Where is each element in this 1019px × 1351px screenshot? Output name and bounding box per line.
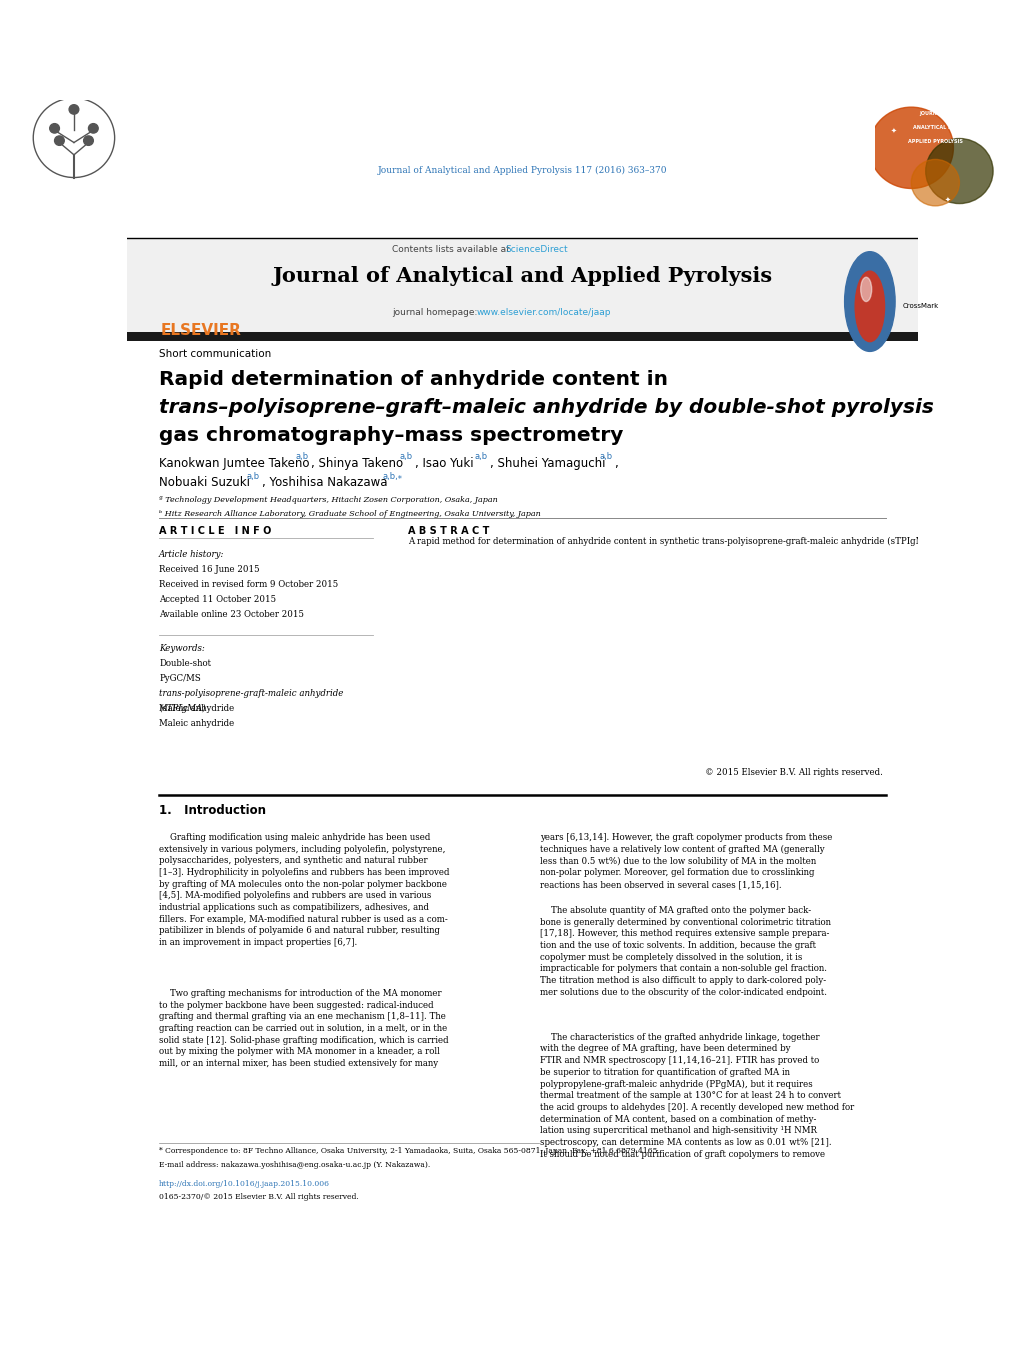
Text: A rapid method for determination of anhydride content in synthetic trans-polyiso: A rapid method for determination of anhy… (408, 536, 1019, 546)
Text: a,b: a,b (294, 453, 308, 461)
Text: a,b: a,b (399, 453, 412, 461)
Text: ✦: ✦ (944, 197, 950, 203)
Text: gas chromatography–mass spectrometry: gas chromatography–mass spectrometry (159, 427, 623, 446)
Text: http://dx.doi.org/10.1016/j.jaap.2015.10.006: http://dx.doi.org/10.1016/j.jaap.2015.10… (159, 1179, 330, 1188)
Circle shape (69, 105, 78, 115)
Text: Maleic anhydride: Maleic anhydride (159, 704, 234, 713)
Text: The absolute quantity of MA grafted onto the polymer back-
bone is generally det: The absolute quantity of MA grafted onto… (540, 907, 830, 997)
Text: Received 16 June 2015: Received 16 June 2015 (159, 565, 260, 574)
Circle shape (868, 107, 953, 189)
Ellipse shape (860, 277, 871, 301)
Text: (sTPIgMA): (sTPIgMA) (159, 704, 206, 713)
Text: a,b: a,b (599, 453, 612, 461)
Text: Journal of Analytical and Applied Pyrolysis 117 (2016) 363–370: Journal of Analytical and Applied Pyroly… (378, 166, 666, 174)
Text: Grafting modification using maleic anhydride has been used
extensively in variou: Grafting modification using maleic anhyd… (159, 834, 449, 947)
Text: Contents lists available at: Contents lists available at (392, 246, 513, 254)
Text: PyGC/MS: PyGC/MS (159, 674, 201, 684)
Ellipse shape (854, 272, 883, 342)
Text: 1.   Introduction: 1. Introduction (159, 804, 266, 817)
Text: trans-polyisoprene-graft-maleic anhydride: trans-polyisoprene-graft-maleic anhydrid… (159, 689, 343, 698)
Text: The characteristics of the grafted anhydride linkage, together
with the degree o: The characteristics of the grafted anhyd… (540, 1032, 854, 1159)
Bar (127, 238, 917, 336)
Text: JOURNAL of: JOURNAL of (918, 111, 951, 116)
Text: ScienceDirect: ScienceDirect (504, 246, 568, 254)
Text: 0165-2370/© 2015 Elsevier B.V. All rights reserved.: 0165-2370/© 2015 Elsevier B.V. All right… (159, 1193, 359, 1201)
Text: Journal of Analytical and Applied Pyrolysis: Journal of Analytical and Applied Pyroly… (272, 266, 772, 286)
Circle shape (89, 124, 98, 134)
Text: Article history:: Article history: (159, 550, 224, 559)
Text: Received in revised form 9 October 2015: Received in revised form 9 October 2015 (159, 581, 338, 589)
Text: , Yoshihisa Nakazawa: , Yoshihisa Nakazawa (262, 477, 387, 489)
Text: Rapid determination of anhydride content in: Rapid determination of anhydride content… (159, 370, 667, 389)
Text: journal homepage:: journal homepage: (392, 308, 480, 316)
Text: Short communication: Short communication (159, 350, 271, 359)
Text: trans–polyisoprene–graft–maleic anhydride by double-shot pyrolysis: trans–polyisoprene–graft–maleic anhydrid… (159, 399, 933, 417)
Text: ✦: ✦ (968, 122, 973, 127)
Text: ,: , (613, 457, 616, 470)
Circle shape (925, 139, 993, 204)
Text: Two grafting mechanisms for introduction of the MA monomer
to the polymer backbo: Two grafting mechanisms for introduction… (159, 989, 448, 1069)
Text: ELSEVIER: ELSEVIER (161, 323, 242, 338)
Text: Keywords:: Keywords: (159, 644, 205, 653)
Text: ✦: ✦ (890, 127, 896, 134)
Text: ª Technology Development Headquarters, Hitachi Zosen Corporation, Osaka, Japan: ª Technology Development Headquarters, H… (159, 496, 497, 504)
Text: APPLIED PYROLYSIS: APPLIED PYROLYSIS (907, 139, 962, 143)
Text: , Shinya Takeno: , Shinya Takeno (311, 457, 403, 470)
Text: Nobuaki Suzuki: Nobuaki Suzuki (159, 477, 250, 489)
Text: a,b: a,b (474, 453, 487, 461)
Text: E-mail address: nakazawa.yoshihisa@eng.osaka-u.ac.jp (Y. Nakazawa).: E-mail address: nakazawa.yoshihisa@eng.o… (159, 1161, 430, 1169)
Text: © 2015 Elsevier B.V. All rights reserved.: © 2015 Elsevier B.V. All rights reserved… (704, 767, 881, 777)
Text: Double-shot: Double-shot (159, 659, 211, 667)
Text: a,b: a,b (246, 471, 259, 481)
Bar (127, 332, 917, 340)
Circle shape (910, 159, 959, 205)
Text: A B S T R A C T: A B S T R A C T (408, 526, 489, 536)
Text: ᵇ Hitz Research Alliance Laboratory, Graduate School of Engineering, Osaka Unive: ᵇ Hitz Research Alliance Laboratory, Gra… (159, 509, 540, 517)
Ellipse shape (844, 251, 895, 351)
Text: www.elsevier.com/locate/jaap: www.elsevier.com/locate/jaap (477, 308, 610, 316)
Circle shape (55, 136, 64, 146)
Circle shape (84, 136, 94, 146)
Text: CrossMark: CrossMark (902, 304, 938, 309)
Text: Available online 23 October 2015: Available online 23 October 2015 (159, 611, 304, 620)
Text: Maleic anhydride: Maleic anhydride (159, 719, 234, 728)
Text: Accepted 11 October 2015: Accepted 11 October 2015 (159, 596, 276, 604)
Text: years [6,13,14]. However, the graft copolymer products from these
techniques hav: years [6,13,14]. However, the graft copo… (540, 834, 832, 889)
Text: Kanokwan Jumtee Takeno: Kanokwan Jumtee Takeno (159, 457, 310, 470)
Text: , Shuhei Yamaguchi: , Shuhei Yamaguchi (490, 457, 605, 470)
Text: a,b,⁎: a,b,⁎ (382, 471, 401, 481)
Text: A R T I C L E   I N F O: A R T I C L E I N F O (159, 526, 271, 536)
Circle shape (50, 124, 59, 134)
Text: ANALYTICAL and: ANALYTICAL and (912, 124, 957, 130)
Text: * Correspondence to: 8F Techno Alliance, Osaka University, 2-1 Yamadaoka, Suita,: * Correspondence to: 8F Techno Alliance,… (159, 1147, 659, 1155)
Text: , Isao Yuki: , Isao Yuki (415, 457, 474, 470)
